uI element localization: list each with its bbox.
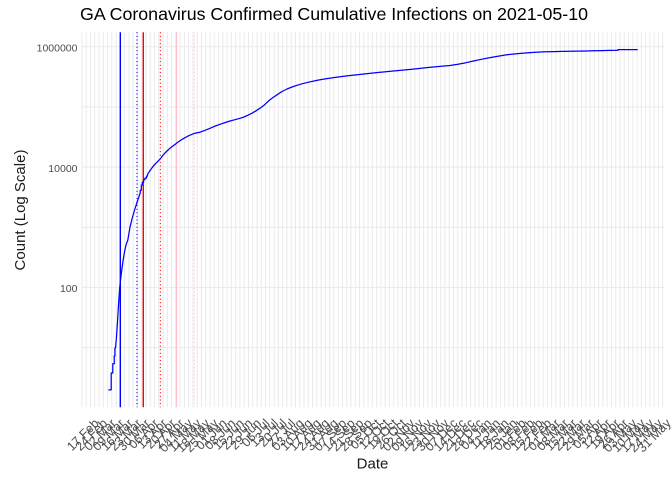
svg-text:Date: Date (357, 456, 389, 473)
svg-text:1000000: 1000000 (37, 43, 78, 55)
svg-text:10000: 10000 (48, 163, 77, 175)
svg-text:100: 100 (60, 283, 78, 295)
svg-text:GA Coronavirus Confirmed Cumul: GA Coronavirus Confirmed Cumulative Infe… (80, 4, 588, 24)
svg-text:Count (Log Scale): Count (Log Scale) (12, 150, 29, 271)
